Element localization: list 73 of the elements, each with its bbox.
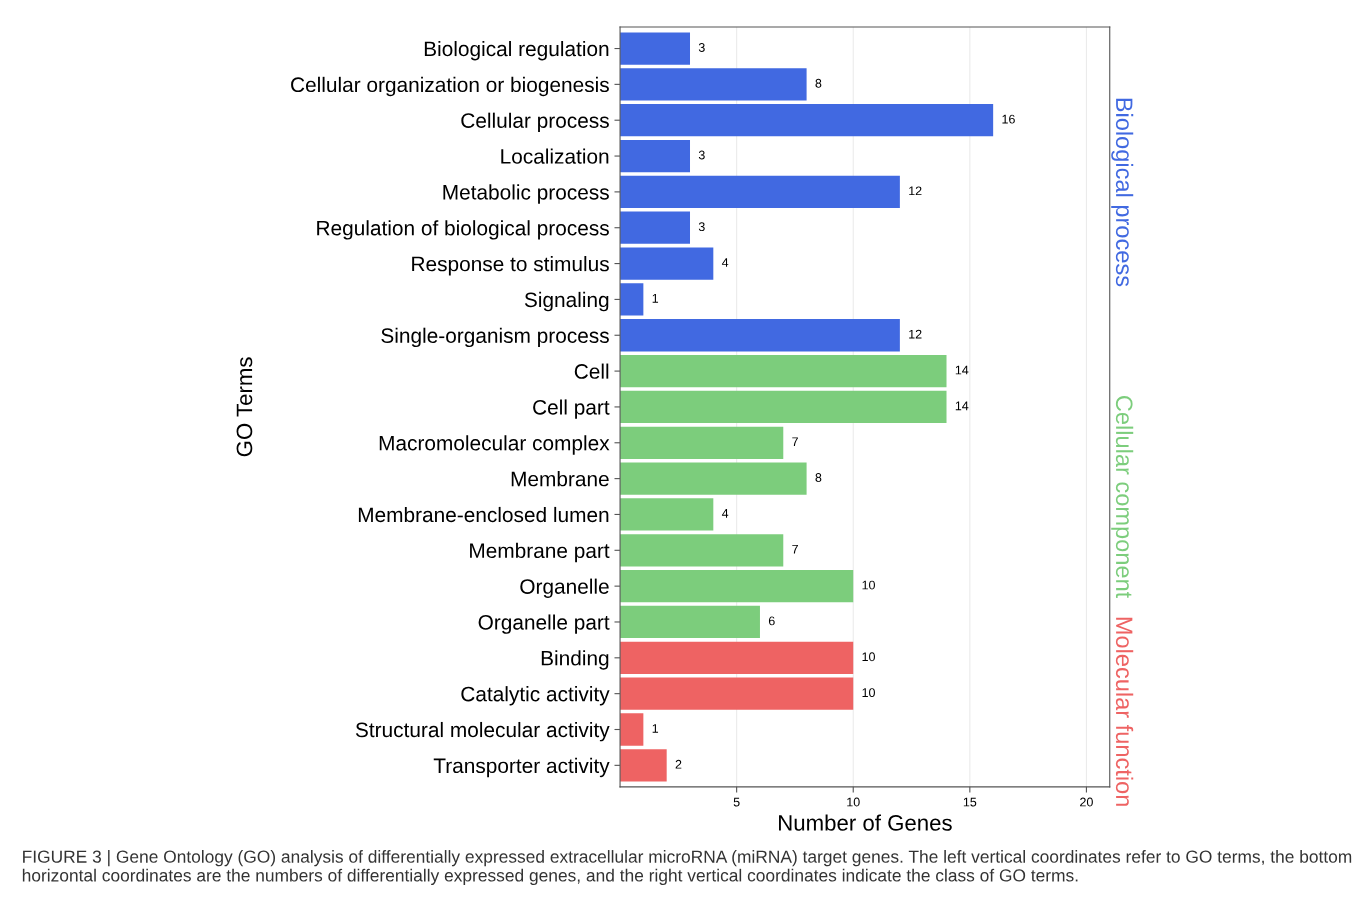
bar [620, 498, 714, 531]
y-tick-label: Organelle part [478, 614, 610, 634]
y-tick-label: Signaling [524, 291, 609, 312]
bar [620, 426, 784, 459]
bar [620, 319, 900, 352]
bar [620, 749, 667, 782]
data-label: 8 [815, 78, 822, 88]
bar [620, 605, 760, 639]
bar [620, 32, 690, 65]
y-tick-label: Catalytic activity [461, 686, 610, 706]
y-axis-title: GO Terms [236, 357, 253, 457]
y-tick-label: Single-organism process [381, 327, 609, 348]
y-tick-label: Cellular process [461, 112, 609, 133]
data-label: 3 [698, 150, 705, 160]
bar [620, 175, 900, 209]
y-tick-label: Cellular organization or biogenesis [291, 76, 609, 97]
bar [620, 283, 644, 316]
bar [620, 354, 947, 388]
y-tick-label: Structural molecular activity [355, 721, 610, 742]
y-tick-label: Macromolecular complex [379, 435, 610, 455]
bar [620, 104, 994, 137]
data-label: 4 [721, 509, 729, 518]
y-tick-label: Membrane part [470, 542, 610, 563]
data-label: 10 [862, 688, 875, 698]
y-tick-label: Response to stimulus [412, 256, 609, 276]
text: Biological process [1111, 98, 1134, 287]
data-label: 14 [955, 401, 969, 411]
x-tick-label: 20 [1080, 797, 1093, 807]
data-label: 7 [792, 544, 798, 554]
data-label: 8 [815, 473, 822, 482]
data-label: 10 [862, 580, 875, 590]
bar [620, 247, 714, 280]
bar [620, 534, 784, 567]
y-tick-label: Regulation of biological process [317, 220, 609, 240]
data-label: 2 [675, 759, 682, 769]
data-label: 12 [909, 329, 922, 339]
data-label: 1 [652, 724, 659, 733]
bar [620, 677, 854, 710]
bar [620, 139, 690, 173]
x-tick-label: 5 [733, 797, 740, 807]
y-tick-label: Localization [501, 148, 609, 164]
y-tick-label: Cell part [533, 399, 610, 419]
x-tick-label: 10 [847, 797, 860, 807]
bar [620, 713, 644, 746]
bar [620, 641, 854, 674]
y-tick-label: Transporter activity [433, 757, 610, 778]
y-tick-label: Biological regulation [424, 40, 609, 61]
y-tick-label: Metabolic process [443, 184, 609, 204]
y-tick-label: Organelle [520, 578, 609, 599]
bar [620, 211, 690, 244]
y-tick-label: Binding [541, 650, 609, 670]
data-label: 10 [862, 652, 875, 662]
y-tick-label: Membrane [511, 471, 609, 487]
bar [620, 68, 807, 101]
bar [620, 462, 807, 495]
data-label: 16 [1002, 114, 1015, 124]
text: Molecular function [1115, 617, 1134, 806]
x-tick-label: 15 [963, 797, 977, 807]
data-label: 3 [698, 222, 705, 232]
y-tick-label: Cell [574, 363, 609, 379]
x-axis-title: Number of Genes [779, 814, 952, 831]
text: Cellular component [1111, 396, 1134, 599]
caption: FIGURE 3 | Gene Ontology (GO) analysis of differentially expressed extracellular microRNA (miRNA) target genes. The left vertical coordinates refer to GO terms, the bottom horizontal coordinates are the numbers of differentially expressed genes, and the right vertical coordinates indicate the class of GO terms. [22, 850, 1352, 886]
y-tick-label: Membrane-enclosed lumen [358, 506, 609, 523]
bar [620, 390, 947, 424]
data-label: 4 [721, 258, 729, 267]
data-label: 1 [652, 294, 659, 303]
bar [620, 570, 854, 603]
data-label: 12 [909, 186, 922, 196]
data-label: 6 [768, 616, 775, 626]
data-label: 14 [955, 365, 969, 375]
data-label: 7 [792, 437, 798, 447]
data-label: 3 [698, 43, 705, 52]
